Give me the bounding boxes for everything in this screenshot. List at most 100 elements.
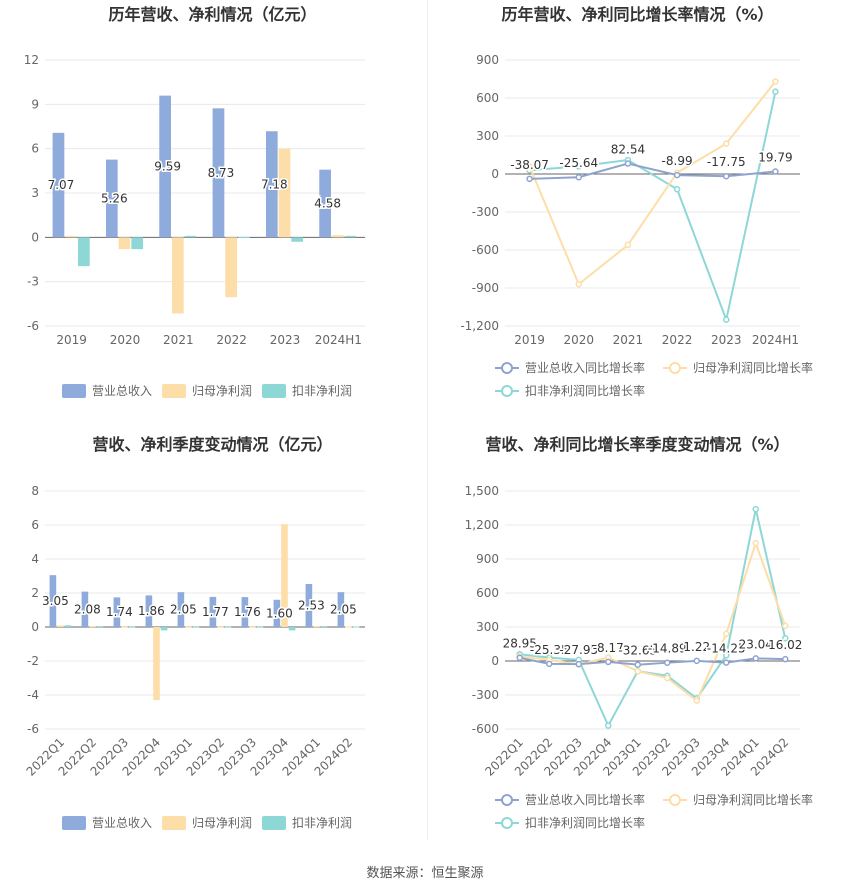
- y-tick-label: 3: [31, 186, 39, 200]
- bar: [177, 592, 185, 627]
- legend-label: 归母净利润同比增长率: [693, 792, 813, 807]
- legend-marker: [501, 362, 513, 374]
- bar: [278, 148, 291, 238]
- line-point: [664, 659, 671, 666]
- line-point: [624, 241, 632, 249]
- bar: [256, 626, 264, 628]
- bar: [291, 237, 304, 242]
- y-tick-label: -900: [472, 281, 499, 295]
- bar: [49, 575, 57, 627]
- line-point: [693, 657, 700, 665]
- legend-swatch: [162, 384, 186, 398]
- line-point: [782, 635, 789, 642]
- data-label: -32.65: [618, 644, 657, 658]
- line-point: [634, 667, 641, 675]
- y-tick-label: 4: [31, 552, 39, 566]
- y-tick-label: -300: [472, 205, 499, 219]
- line-point: [752, 539, 759, 547]
- y-tick-label: 300: [476, 129, 499, 143]
- bar: [305, 583, 313, 627]
- legend-label: 扣非净利润同比增长率: [525, 815, 645, 830]
- line-point: [673, 171, 681, 179]
- line-point: [526, 163, 533, 170]
- x-tick-label: 2020: [563, 333, 594, 347]
- data-label: 2.08: [74, 602, 101, 616]
- line-point: [723, 630, 730, 638]
- line-point: [575, 280, 582, 288]
- x-tick-label: 2019: [56, 333, 87, 347]
- line-point: [723, 140, 730, 147]
- x-tick-label: 2020: [110, 333, 141, 347]
- y-tick-label: 0: [31, 620, 39, 634]
- bar: [65, 235, 78, 238]
- bar: [145, 595, 153, 627]
- quarterly-revenue-profit-chart: 营收、净利季度变动情况（亿元） -6 -4 -2 0 2 4 6 8 2022Q1 2022Q2 20…: [0, 425, 425, 845]
- bar: [217, 626, 224, 628]
- series-line: [519, 508, 787, 728]
- line-point: [723, 652, 730, 659]
- line-point: [605, 658, 612, 666]
- data-label: 4.58: [314, 196, 341, 210]
- series-line: [529, 91, 777, 324]
- legend-swatch: [62, 384, 86, 398]
- line-point: [605, 722, 612, 729]
- x-tick-label: 2023: [711, 333, 742, 347]
- bar: [113, 597, 121, 627]
- legend-label: 营业总收入同比增长率: [525, 792, 645, 807]
- data-label: -25.64: [559, 156, 598, 170]
- legend-marker: [669, 794, 681, 806]
- line-point: [752, 505, 759, 513]
- x-tick-label: 2022: [662, 333, 693, 347]
- line-point: [782, 655, 789, 663]
- data-label: 1.22: [683, 640, 710, 654]
- bar: [313, 626, 320, 628]
- data-label: 1.60: [266, 606, 293, 620]
- bar: [131, 237, 144, 250]
- bar: [344, 235, 357, 238]
- x-tick-label: 2024H1: [315, 333, 362, 347]
- data-label: 1.77: [202, 605, 229, 619]
- chart-svg: 历年营收、净利情况（亿元） -6 -3 0 3 6 9 12 2019 2020 2021 2022 2…: [24, 5, 365, 398]
- line-point: [575, 173, 582, 181]
- x-tick-label: 2019: [514, 333, 545, 347]
- bar: [288, 627, 296, 631]
- bar: [225, 237, 238, 298]
- y-tick-label: 600: [476, 91, 499, 105]
- y-tick-label: -1,200: [460, 319, 499, 333]
- line-point: [723, 172, 730, 180]
- legend-swatch: [262, 816, 286, 830]
- line-point: [575, 163, 582, 170]
- legend-marker: [501, 794, 513, 806]
- bar: [337, 592, 345, 627]
- bar: [171, 237, 184, 314]
- x-tick-label: 2021: [613, 333, 644, 347]
- chart-title: 历年营收、净利同比增长率情况（%）: [501, 5, 773, 24]
- data-source-note: 数据来源：恒生聚源: [366, 866, 484, 881]
- y-tick-label: 300: [476, 620, 499, 634]
- data-label: 16.02: [768, 638, 802, 652]
- bar: [64, 625, 72, 627]
- line-point: [673, 185, 681, 193]
- bar: [249, 626, 256, 628]
- bar: [241, 597, 249, 627]
- y-tick-label: -300: [472, 688, 499, 702]
- line-point: [546, 660, 553, 668]
- data-label: 19.79: [758, 150, 792, 164]
- legend-label: 营业总收入同比增长率: [525, 360, 645, 375]
- legend-label: 扣非净利润: [292, 816, 352, 830]
- bar: [212, 108, 225, 238]
- data-label: 7.18: [261, 177, 288, 191]
- y-tick-label: 1,500: [465, 484, 499, 498]
- annual-growth-rate-chart: 历年营收、净利同比增长率情况（%） -1,200 -900 -600 -300 0 300 6…: [425, 0, 850, 410]
- bar: [128, 626, 136, 628]
- chart-title: 历年营收、净利情况（亿元）: [108, 5, 316, 24]
- bar: [345, 626, 352, 628]
- data-label: 1.86: [138, 604, 165, 618]
- data-label: 28.95: [503, 637, 537, 651]
- legend-swatch: [162, 816, 186, 830]
- y-tick-label: -6: [27, 722, 39, 736]
- y-tick-label: -2: [27, 654, 39, 668]
- bar: [192, 626, 200, 628]
- data-label: 9.59: [154, 159, 181, 173]
- bar: [118, 237, 131, 250]
